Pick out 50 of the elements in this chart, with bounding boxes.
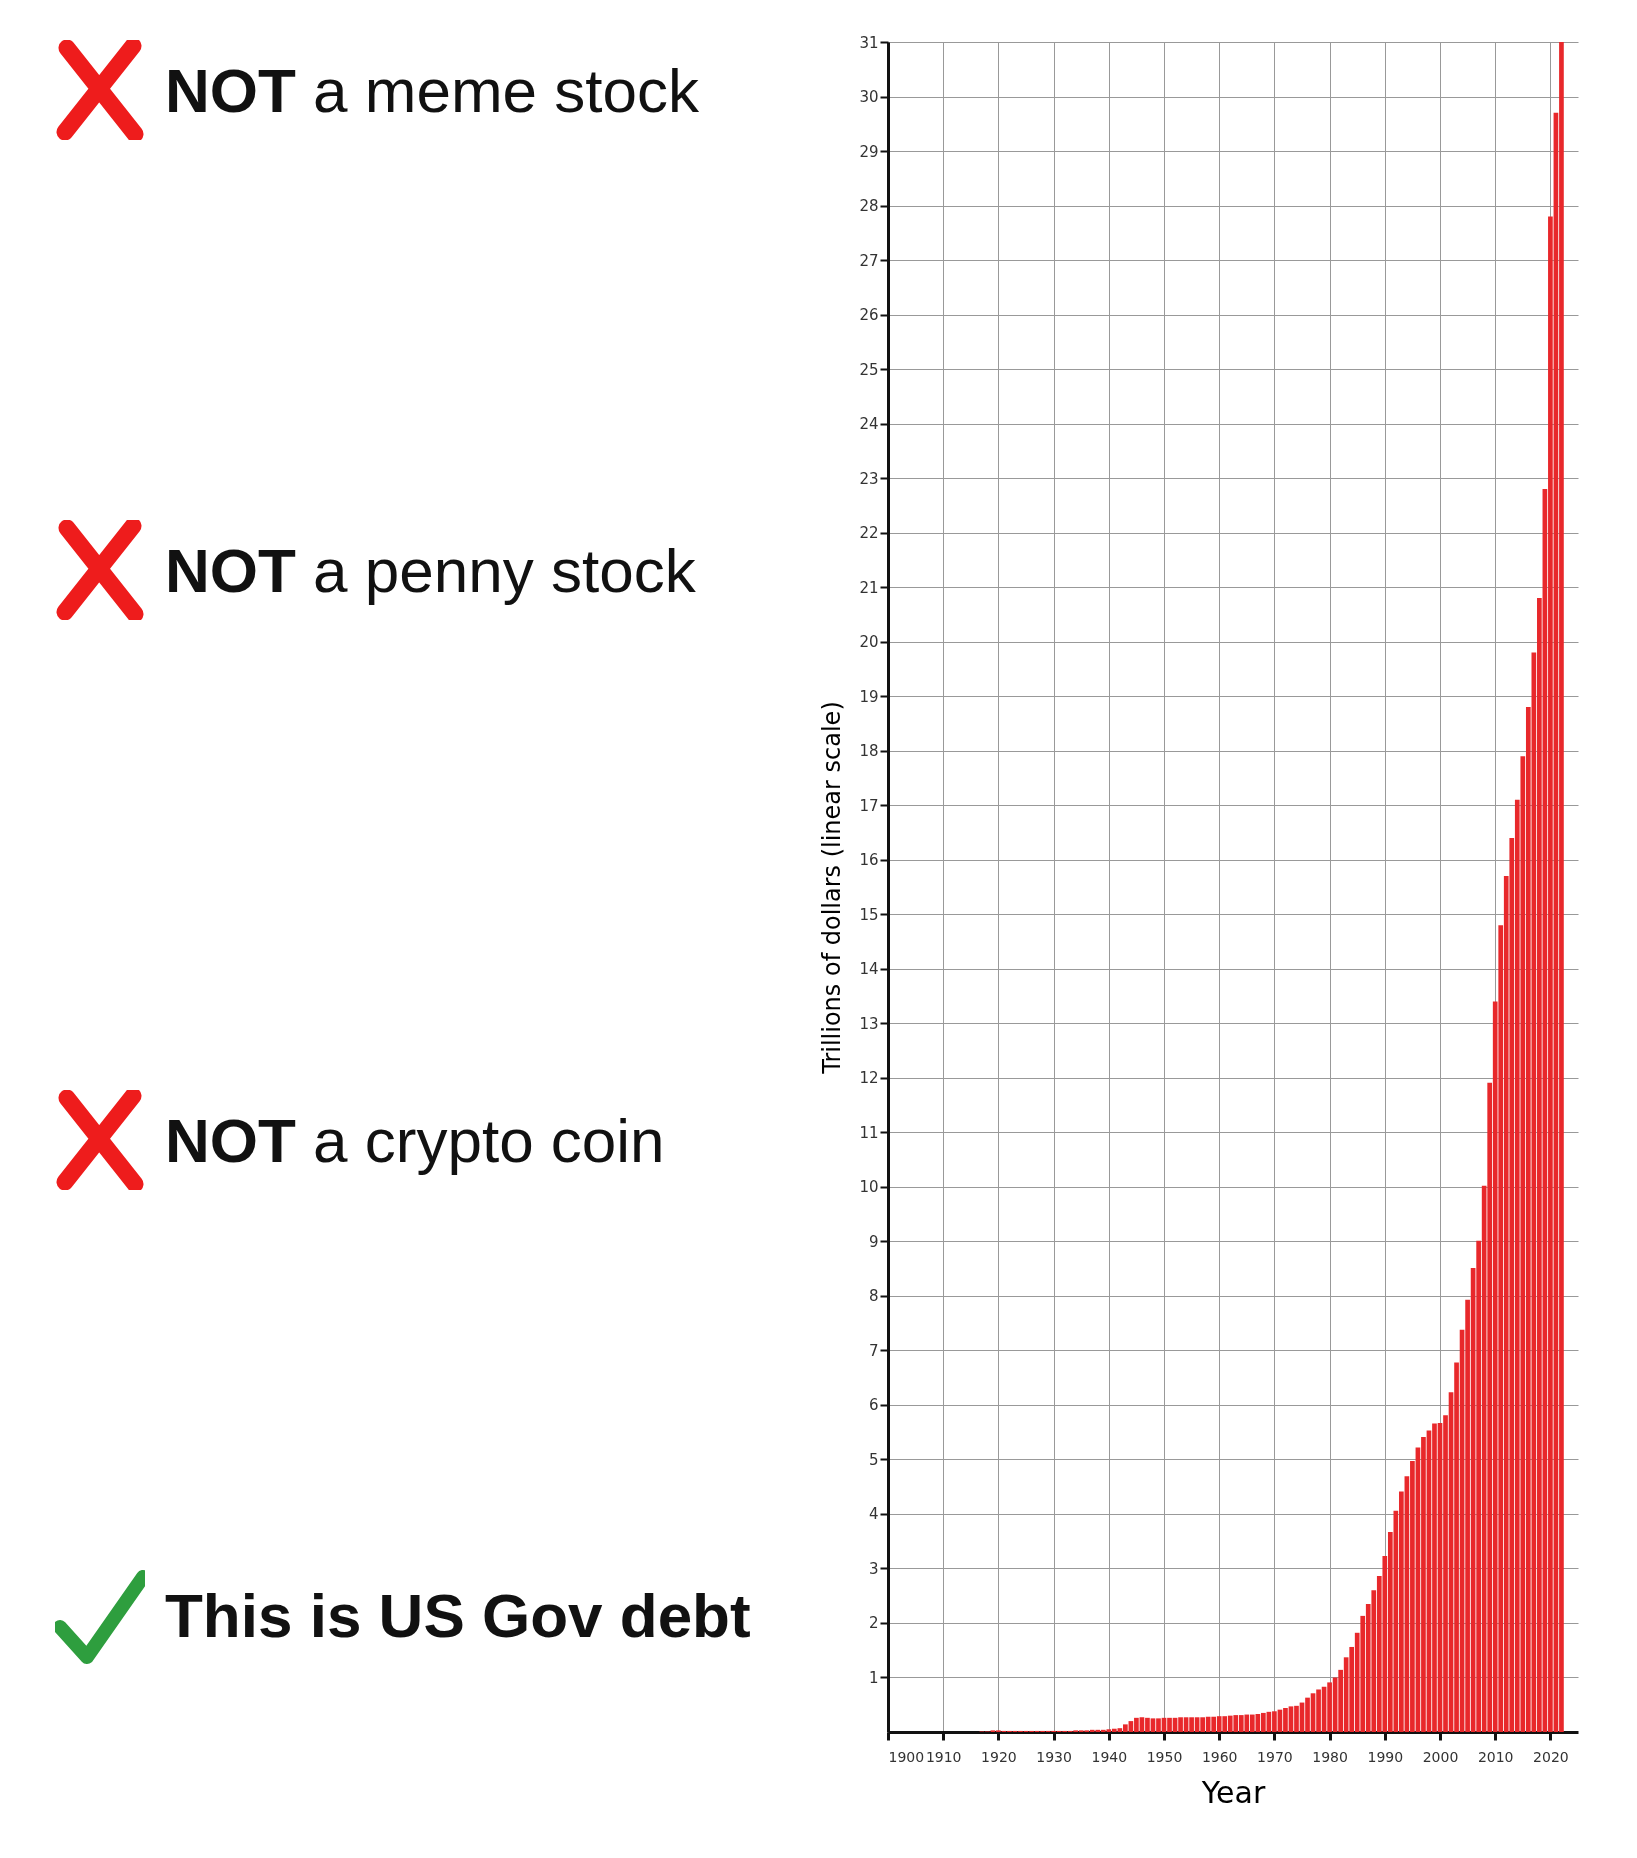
y-tick-label: 11 (859, 1123, 879, 1142)
y-tick-label: 16 (859, 851, 879, 870)
y-tick-label: 21 (859, 578, 879, 597)
x-tick-label: 1990 (1367, 1748, 1404, 1765)
y-tick-label: 19 (859, 687, 879, 706)
y-tick-label: 15 (859, 905, 879, 924)
x-tick-label: 1970 (1257, 1748, 1293, 1765)
x-axis-title: Year (1200, 1774, 1266, 1810)
y-axis-title: Trillions of dollars (linear scale) (818, 701, 847, 1075)
x-tick-label: 1980 (1312, 1748, 1348, 1765)
x-tick-label: 1930 (1036, 1748, 1072, 1765)
y-tick-label: 24 (859, 415, 879, 434)
y-tick-label: 13 (859, 1014, 879, 1033)
y-tick-label: 3 (868, 1559, 879, 1578)
y-tick-label: 17 (859, 796, 879, 815)
x-tick-label: 2010 (1477, 1748, 1514, 1765)
text: NOT a meme stock (165, 54, 699, 126)
x-tick-label: 1940 (1091, 1748, 1128, 1765)
y-tick-label: 31 (859, 33, 879, 52)
x-tick-label: 1910 (925, 1748, 962, 1765)
y-tick-label: 20 (859, 633, 879, 652)
x-tick-label: 2020 (1533, 1748, 1569, 1765)
y-tick-label: 5 (868, 1450, 879, 1469)
y-tick-label: 10 (859, 1178, 879, 1197)
x-tick-label: 1950 (1146, 1748, 1183, 1765)
y-tick-label: 28 (859, 197, 879, 216)
y-tick-label: 27 (859, 251, 879, 270)
y-tick-label: 14 (859, 960, 879, 979)
x-tick-label: 1920 (981, 1748, 1017, 1765)
y-tick-label: 7 (868, 1341, 879, 1360)
y-tick-label: 30 (859, 88, 879, 107)
text: This is US Gov debt (165, 1580, 751, 1650)
y-tick-label: 4 (868, 1505, 879, 1524)
y-tick-label: 1 (868, 1668, 879, 1687)
text: NOT a crypto coin (165, 1104, 665, 1176)
y-tick-label: 12 (859, 1069, 879, 1088)
y-tick-label: 9 (868, 1232, 879, 1251)
y-tick-label: 25 (859, 360, 879, 379)
y-tick-label: 18 (859, 742, 879, 761)
x-tick-label: 1960 (1201, 1748, 1238, 1765)
y-tick-label: 22 (859, 524, 879, 543)
y-tick-label: 29 (859, 142, 879, 161)
y-tick-label: 8 (868, 1287, 879, 1306)
y-tick-label: 6 (868, 1396, 879, 1415)
x-tick-label: 1900 (888, 1748, 925, 1765)
y-tick-label: 26 (859, 306, 879, 325)
x-tick-label: 2000 (1422, 1748, 1459, 1765)
text: NOT a penny stock (165, 534, 696, 606)
y-tick-label: 2 (868, 1614, 879, 1633)
y-tick-label: 23 (859, 469, 879, 488)
